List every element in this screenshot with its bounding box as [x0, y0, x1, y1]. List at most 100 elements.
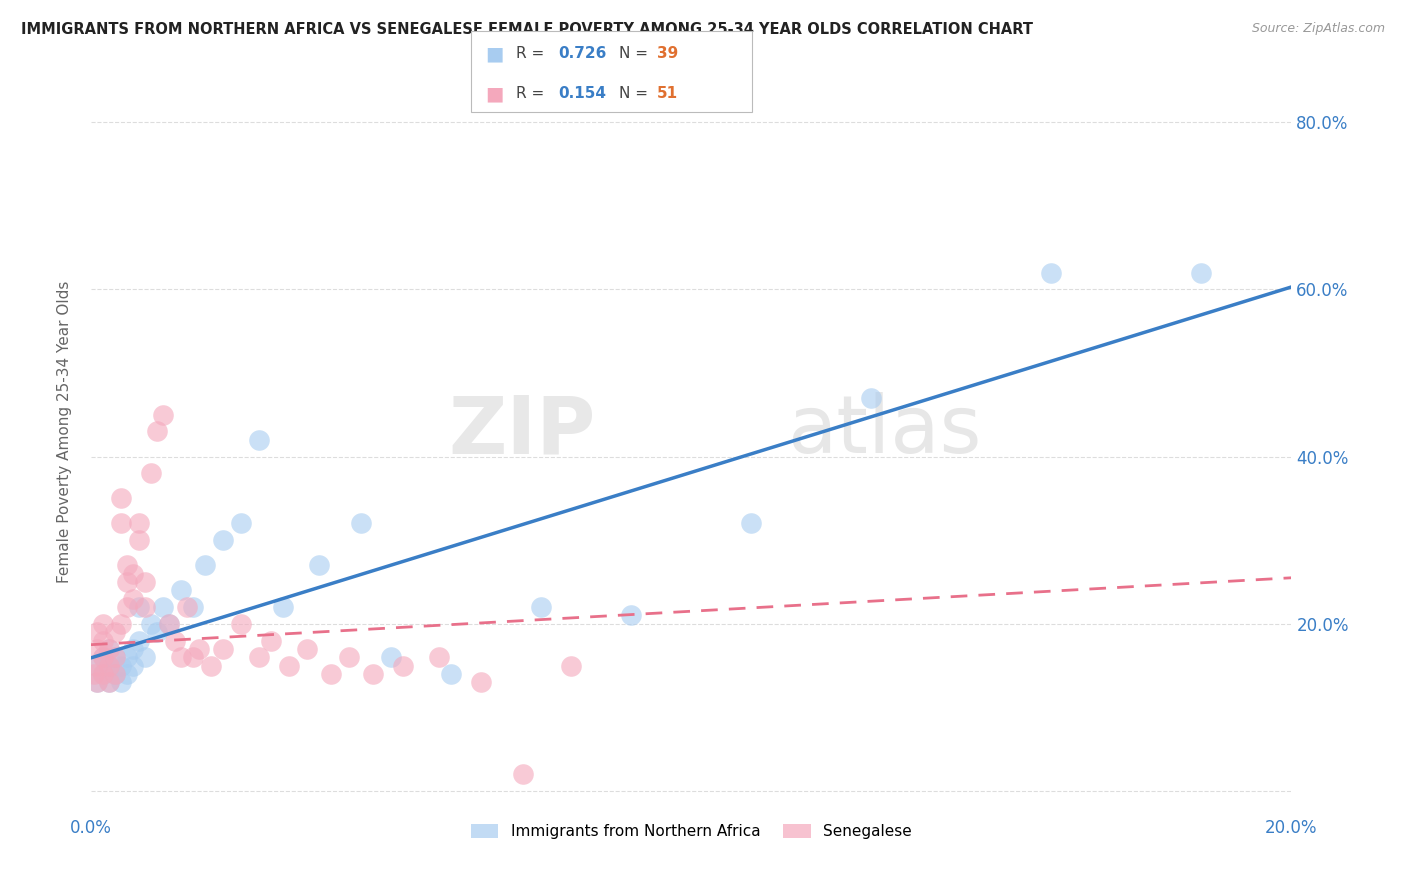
Point [134, 574, 156, 589]
Point [86, 641, 108, 656]
Point [170, 583, 193, 598]
Point [308, 558, 330, 573]
Point [122, 641, 145, 656]
Point [380, 650, 402, 665]
Text: R =: R = [516, 87, 550, 101]
Point [104, 625, 127, 640]
Point [620, 608, 643, 623]
Point [91, 650, 114, 665]
Point [350, 516, 373, 531]
Point [128, 600, 150, 615]
Point [200, 658, 222, 673]
Point [115, 667, 138, 681]
Point [86, 675, 108, 690]
Point [122, 566, 145, 581]
Point [115, 558, 138, 573]
Point [97, 675, 120, 690]
Point [176, 600, 198, 615]
Point [91, 667, 114, 681]
Point [122, 591, 145, 606]
Text: 0.726: 0.726 [558, 46, 606, 61]
Text: 0.154: 0.154 [558, 87, 606, 101]
Point [157, 616, 180, 631]
Point [104, 650, 127, 665]
Point [181, 600, 204, 615]
Point [110, 491, 132, 506]
Point [86, 658, 108, 673]
Point [152, 600, 174, 615]
Point [91, 616, 114, 631]
Point [530, 600, 553, 615]
Point [86, 625, 108, 640]
Point [97, 641, 120, 656]
Point [1040, 266, 1063, 280]
Point [86, 675, 108, 690]
Point [229, 516, 252, 531]
Y-axis label: Female Poverty Among 25-34 Year Olds: Female Poverty Among 25-34 Year Olds [58, 280, 72, 582]
Point [128, 533, 150, 548]
Point [110, 675, 132, 690]
Point [247, 433, 270, 447]
Point [134, 600, 156, 615]
Point [104, 650, 127, 665]
Point [128, 516, 150, 531]
Point [97, 641, 120, 656]
Point [128, 633, 150, 648]
Point [271, 600, 294, 615]
Text: IMMIGRANTS FROM NORTHERN AFRICA VS SENEGALESE FEMALE POVERTY AMONG 25-34 YEAR OL: IMMIGRANTS FROM NORTHERN AFRICA VS SENEG… [21, 22, 1033, 37]
Text: R =: R = [516, 46, 550, 61]
Point [97, 658, 120, 673]
Point [122, 658, 145, 673]
Point [152, 408, 174, 422]
Point [97, 658, 120, 673]
Point [512, 767, 534, 781]
Text: 51: 51 [657, 87, 678, 101]
Point [188, 641, 211, 656]
Point [470, 675, 492, 690]
Point [115, 600, 138, 615]
Point [163, 633, 186, 648]
Point [110, 616, 132, 631]
Point [319, 667, 342, 681]
Point [139, 467, 162, 481]
Text: 39: 39 [657, 46, 678, 61]
Point [91, 633, 114, 648]
Point [83, 667, 105, 681]
Point [212, 641, 235, 656]
Point [170, 650, 193, 665]
Text: ZIP: ZIP [449, 392, 595, 470]
Point [134, 650, 156, 665]
Point [260, 633, 283, 648]
Point [194, 558, 217, 573]
Point [440, 667, 463, 681]
Point [91, 650, 114, 665]
Point [1189, 266, 1212, 280]
Point [115, 574, 138, 589]
Text: ■: ■ [485, 84, 503, 103]
Point [560, 658, 582, 673]
Point [212, 533, 235, 548]
Point [295, 641, 318, 656]
Point [337, 650, 360, 665]
Point [740, 516, 762, 531]
Point [229, 616, 252, 631]
Point [392, 658, 415, 673]
Point [104, 667, 127, 681]
Point [110, 658, 132, 673]
Point [91, 667, 114, 681]
Point [247, 650, 270, 665]
Point [860, 391, 883, 405]
Point [104, 667, 127, 681]
Point [427, 650, 450, 665]
Point [146, 425, 169, 439]
Text: N =: N = [619, 87, 652, 101]
Point [110, 516, 132, 531]
Text: atlas: atlas [787, 392, 981, 470]
Point [86, 658, 108, 673]
Point [181, 650, 204, 665]
Point [97, 675, 120, 690]
Point [139, 616, 162, 631]
Point [115, 650, 138, 665]
Point [278, 658, 301, 673]
Point [146, 625, 169, 640]
